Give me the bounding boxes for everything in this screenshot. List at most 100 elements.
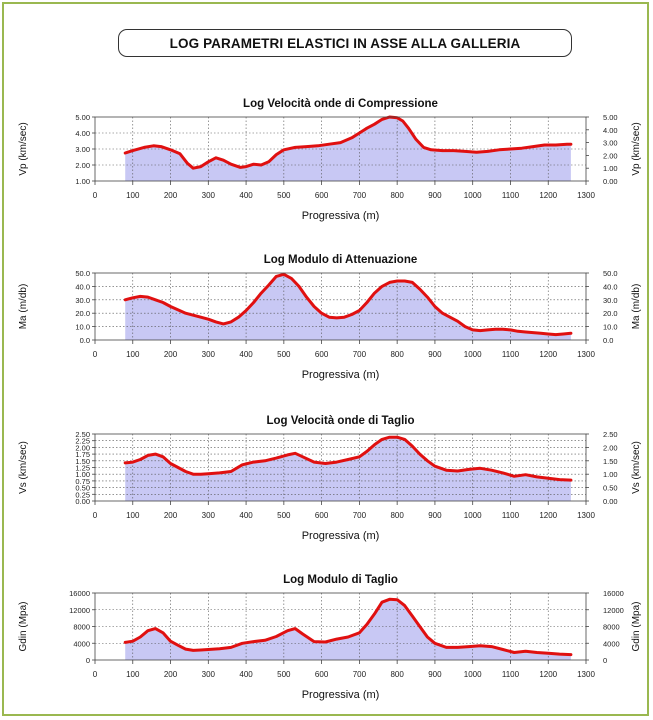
y-axis-label-left: Ma (m/db)	[18, 284, 29, 330]
x-tick-label: 600	[315, 191, 329, 200]
y-tick-label-left: 50.0	[75, 269, 90, 278]
y-tick-label-right: 4.00	[603, 126, 618, 135]
x-tick-label: 1100	[502, 191, 520, 200]
x-tick-label: 800	[390, 511, 404, 520]
x-tick-label: 800	[390, 350, 404, 359]
x-tick-label: 1000	[464, 350, 482, 359]
y-tick-label-left: 10.0	[75, 323, 90, 332]
x-axis-label: Progressiva (m)	[302, 530, 380, 542]
y-tick-label-left: 5.00	[75, 113, 90, 122]
x-tick-label: 0	[93, 191, 98, 200]
x-tick-label: 1000	[464, 191, 482, 200]
x-tick-label: 100	[126, 191, 140, 200]
x-tick-label: 600	[315, 670, 329, 679]
x-tick-label: 1200	[539, 191, 557, 200]
y-tick-label-left: 0	[86, 656, 90, 665]
y-tick-label-left: 2.00	[75, 161, 90, 170]
x-tick-label: 1100	[502, 511, 520, 520]
y-tick-label-left: 20.0	[75, 309, 90, 318]
y-tick-label-left: 16000	[69, 589, 90, 598]
y-tick-label-left: 0.75	[75, 477, 90, 486]
grid-lines	[95, 273, 586, 340]
y-axis-label-right: Vs (km/sec)	[631, 441, 642, 494]
x-tick-label: 600	[315, 511, 329, 520]
y-tick-label-right: 5.00	[603, 113, 618, 122]
x-tick-label: 300	[202, 511, 216, 520]
y-axis-label-right: Ma (m/db)	[631, 284, 642, 330]
x-axis-label: Progressiva (m)	[302, 369, 380, 381]
chart-title: Log Velocità onde di Compressione	[243, 98, 438, 110]
x-tick-label: 1100	[502, 670, 520, 679]
series-line	[123, 597, 573, 657]
x-axis-label: Progressiva (m)	[302, 689, 380, 701]
x-tick-label: 0	[93, 350, 98, 359]
y-axis-label-left: Gdin (Mpa)	[18, 601, 29, 651]
y-tick-label-left: 1.00	[75, 177, 90, 186]
y-tick-label-right: 50.0	[603, 269, 618, 278]
y-tick-label-right: 0	[603, 656, 607, 665]
x-tick-label: 500	[277, 670, 291, 679]
x-tick-label: 700	[353, 670, 367, 679]
x-tick-label: 900	[428, 670, 442, 679]
y-tick-label-left: 0.00	[75, 497, 90, 506]
chart-3: Log Velocità onde di Taglio 0 100 200 300 400…	[18, 415, 642, 542]
x-tick-label: 300	[202, 670, 216, 679]
x-tick-label: 900	[428, 191, 442, 200]
x-tick-label: 100	[126, 350, 140, 359]
y-tick-label-left: 1.75	[75, 450, 90, 459]
x-tick-label: 1000	[464, 670, 482, 679]
x-tick-label: 1300	[577, 350, 595, 359]
series-line	[123, 115, 573, 170]
y-tick-label-left: 4.00	[75, 129, 90, 138]
x-tick-label: 100	[126, 670, 140, 679]
y-tick-label-left: 1.25	[75, 464, 90, 473]
x-tick-label: 1100	[502, 350, 520, 359]
x-tick-label: 1300	[577, 670, 595, 679]
x-tick-label: 1000	[464, 511, 482, 520]
chart-title: Log Modulo di Taglio	[283, 574, 398, 586]
y-tick-label-left: 2.00	[75, 443, 90, 452]
y-tick-label-right: 1.50	[603, 457, 618, 466]
y-tick-label-right: 16000	[603, 589, 624, 598]
y-tick-label-right: 4000	[603, 639, 620, 648]
x-tick-label: 800	[390, 191, 404, 200]
x-tick-label: 1200	[539, 350, 557, 359]
series-area	[125, 599, 571, 660]
x-tick-label: 200	[164, 670, 178, 679]
x-tick-label: 1200	[539, 511, 557, 520]
y-tick-label-left: 3.00	[75, 145, 90, 154]
x-tick-label: 0	[93, 670, 98, 679]
y-tick-label-left: 2.25	[75, 437, 90, 446]
y-tick-label-right: 0.00	[603, 497, 618, 506]
x-tick-label: 400	[239, 511, 253, 520]
y-tick-label-left: 0.25	[75, 490, 90, 499]
y-tick-label-left: 40.0	[75, 282, 90, 291]
chart-2: Log Modulo di Attenuazione 0 100 200 300 400 5…	[18, 254, 642, 381]
y-tick-label-left: 0.0	[80, 336, 90, 345]
y-tick-label-right: 0.50	[603, 484, 618, 493]
y-tick-label-right: 1.00	[603, 164, 618, 173]
x-tick-label: 100	[126, 511, 140, 520]
x-tick-label: 200	[164, 350, 178, 359]
series-line	[123, 272, 573, 337]
x-tick-label: 1200	[539, 670, 557, 679]
y-tick-label-left: 1.00	[75, 470, 90, 479]
y-tick-label-left: 2.50	[75, 430, 90, 439]
x-tick-label: 1300	[577, 511, 595, 520]
chart-1: Log Velocità onde di Compressione 0 100 200…	[18, 98, 642, 222]
report-title: LOG PARAMETRI ELASTICI IN ASSE ALLA GALL…	[169, 35, 521, 51]
y-tick-label-left: 4000	[73, 639, 90, 648]
x-tick-label: 200	[164, 511, 178, 520]
y-tick-label-right: 8000	[603, 623, 620, 632]
y-axis-label-right: Vp (km/sec)	[631, 122, 642, 175]
y-tick-label-right: 12000	[603, 606, 624, 615]
y-tick-label-left: 0.50	[75, 484, 90, 493]
x-tick-label: 500	[277, 350, 291, 359]
chart-title: Log Velocità onde di Taglio	[266, 415, 414, 427]
y-axis-label-left: Vp (km/sec)	[18, 122, 29, 175]
y-tick-label-left: 30.0	[75, 296, 90, 305]
x-tick-label: 600	[315, 350, 329, 359]
y-tick-label-left: 12000	[69, 606, 90, 615]
chart-title: Log Modulo di Attenuazione	[264, 254, 418, 266]
